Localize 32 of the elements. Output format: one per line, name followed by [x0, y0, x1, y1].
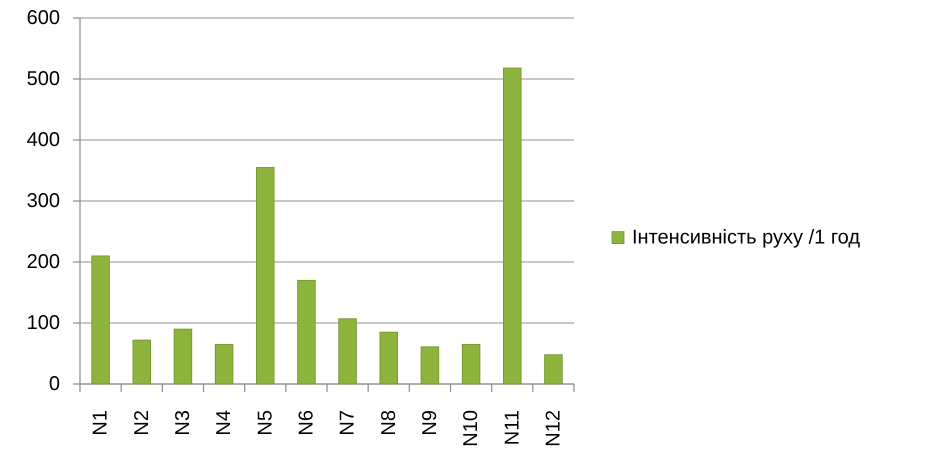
- bar: [214, 344, 234, 384]
- y-tick-label: 600: [26, 7, 60, 29]
- bar: [256, 167, 274, 384]
- x-tick-label: N8: [378, 410, 400, 436]
- x-tick-label: N5: [254, 410, 276, 436]
- y-tick-label: 300: [26, 190, 60, 212]
- x-tick-label: N1: [90, 410, 112, 436]
- x-tick-label: N2: [130, 410, 153, 436]
- bar: [297, 280, 316, 384]
- bar: [503, 68, 522, 384]
- bar: [462, 344, 480, 384]
- bar: [338, 318, 357, 384]
- y-tick-label: 400: [26, 129, 60, 151]
- y-tick-label: 100: [26, 312, 60, 334]
- x-tick-label: N10: [460, 410, 482, 447]
- x-tick-label: N6: [295, 410, 318, 436]
- bar: [544, 354, 563, 384]
- bar: [132, 340, 151, 384]
- legend-label: Інтенсивність руху /1 год: [632, 226, 860, 249]
- x-tick-label: N7: [336, 410, 359, 436]
- x-tick-label: N12: [542, 410, 564, 447]
- bar: [91, 256, 110, 384]
- y-tick-label: 0: [48, 373, 60, 395]
- bar: [420, 346, 440, 384]
- x-tick-label: N11: [501, 410, 524, 446]
- y-tick-label: 500: [26, 68, 60, 90]
- bar: [174, 328, 192, 384]
- x-tick-label: N3: [172, 410, 194, 436]
- x-tick-label: N4: [213, 410, 236, 436]
- x-tick-label: N9: [418, 410, 441, 436]
- y-tick-label: 200: [26, 251, 60, 273]
- bar: [380, 332, 398, 384]
